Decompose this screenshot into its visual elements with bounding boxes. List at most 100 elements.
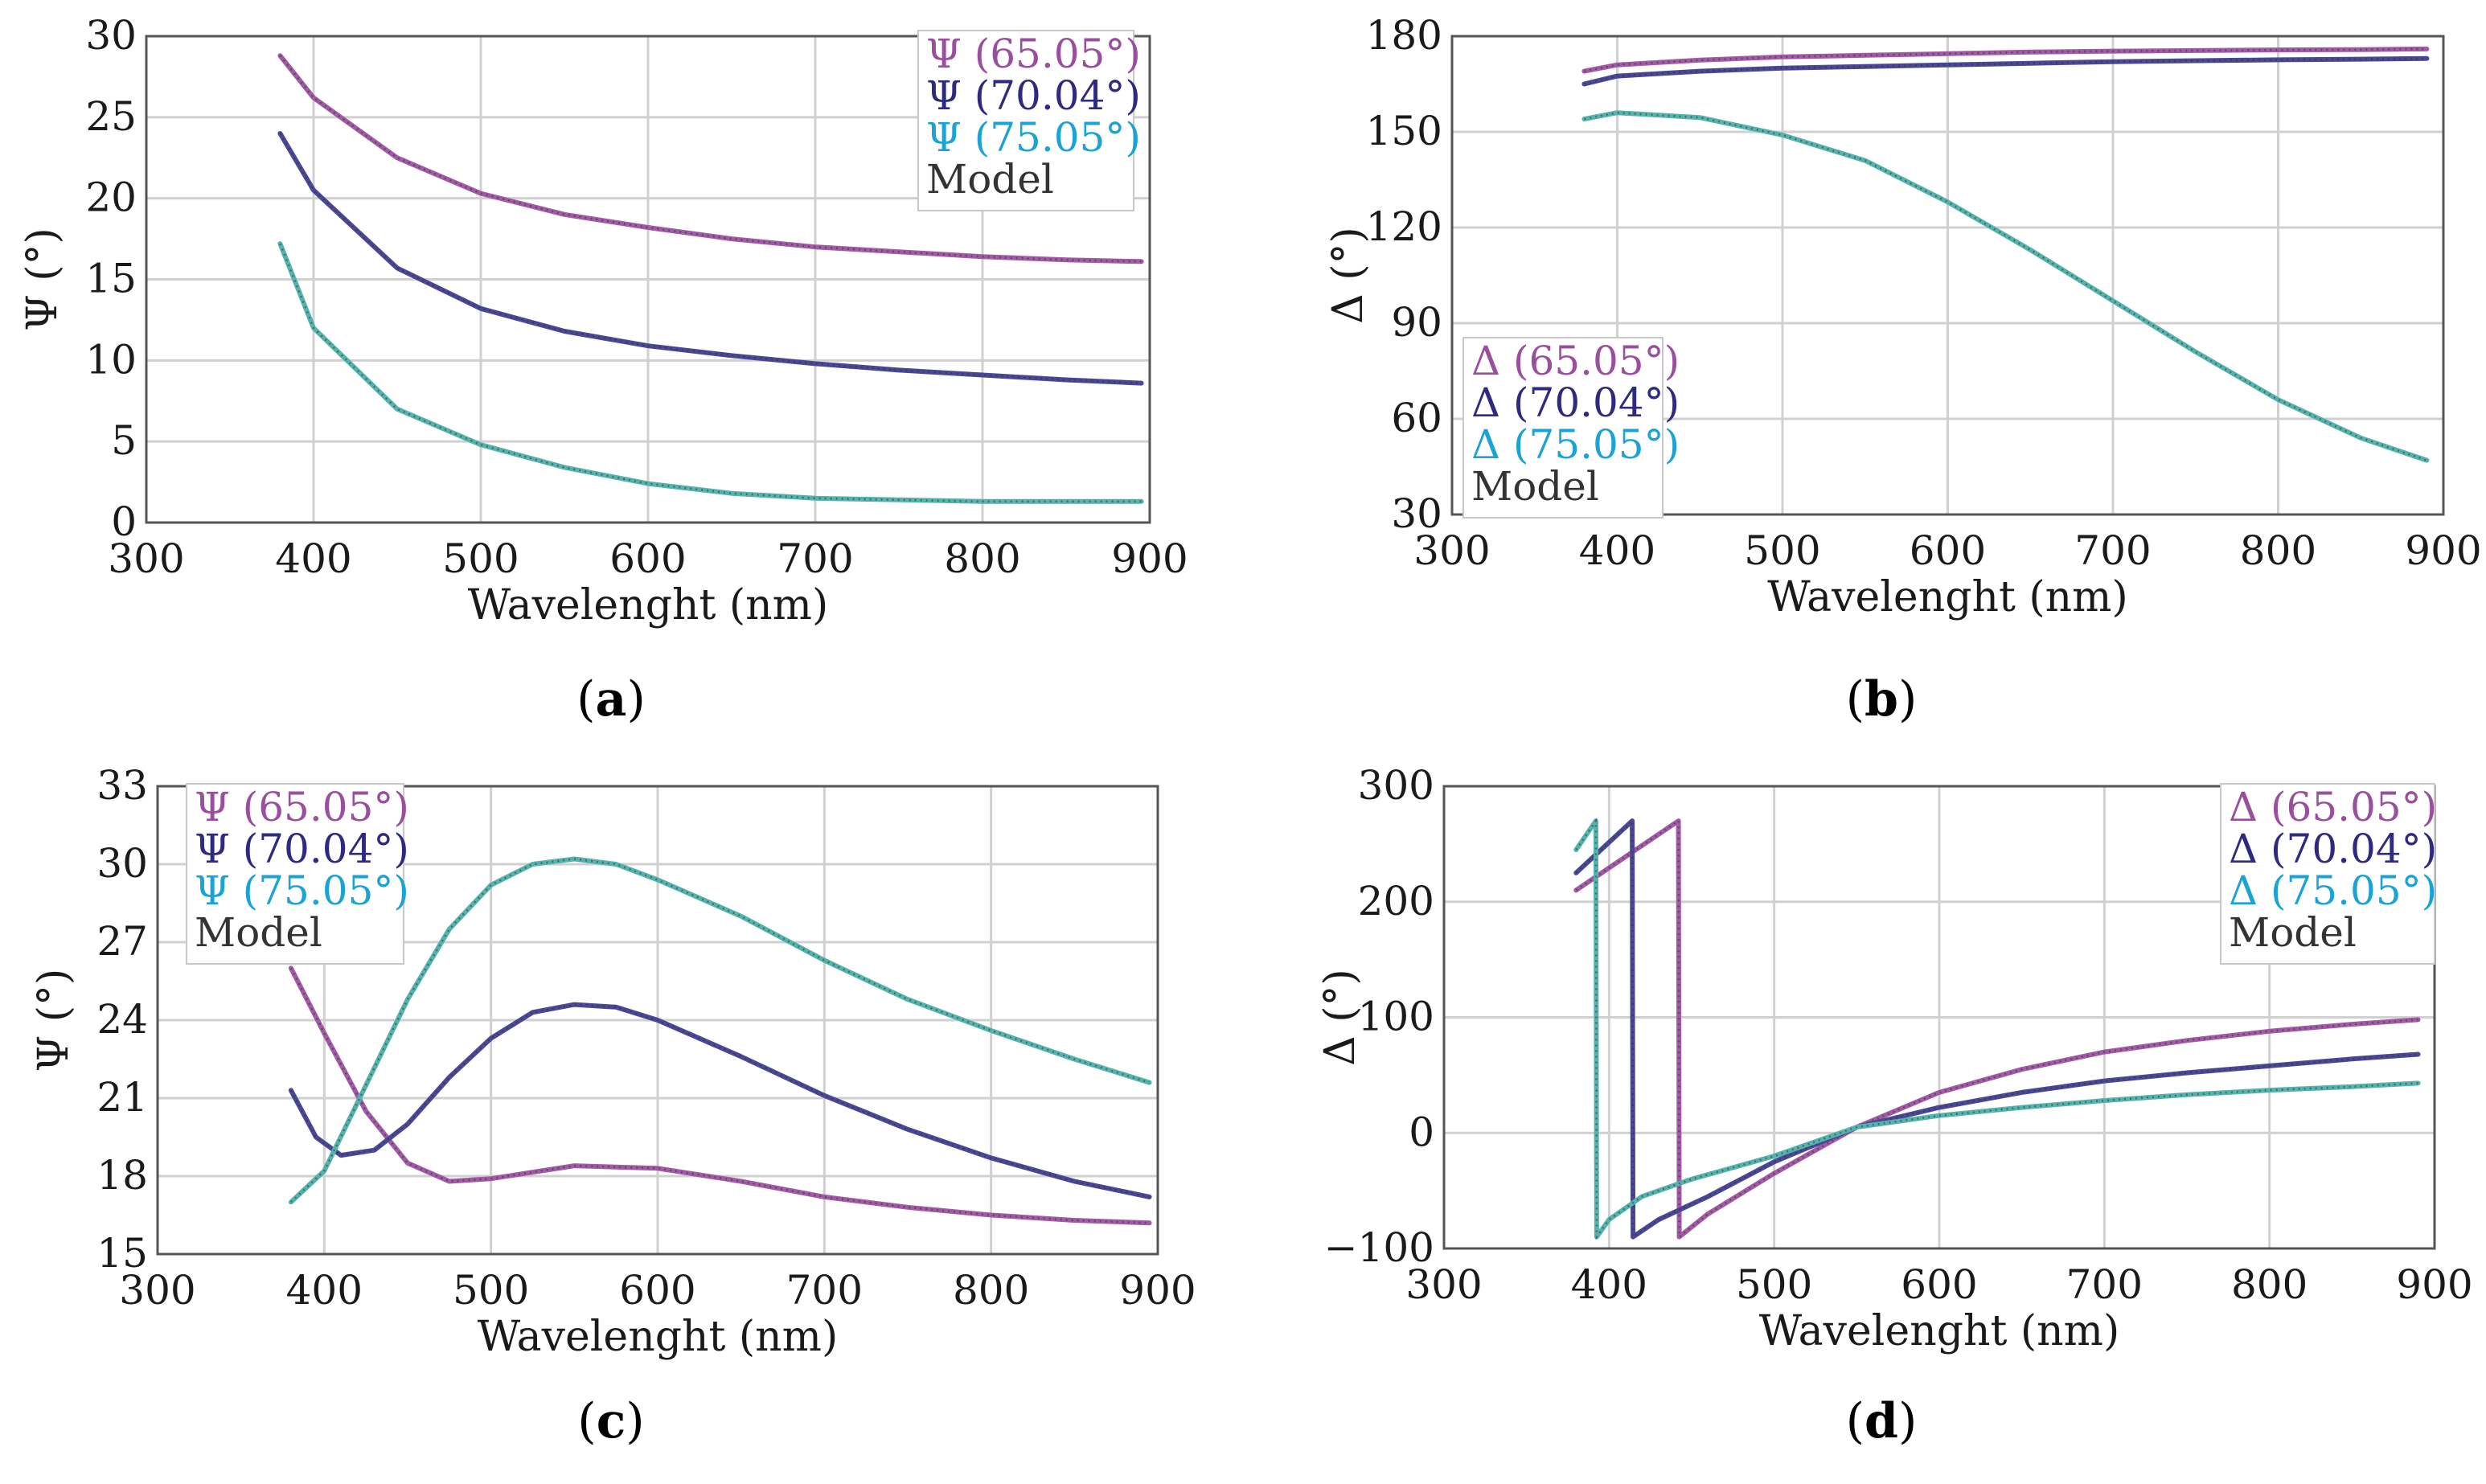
x-tick-label: 500 (442, 535, 519, 582)
legend-item: Δ (75.05°) (1471, 421, 1680, 468)
x-tick-label: 400 (1579, 527, 1655, 574)
legend-box (917, 30, 1134, 211)
x-tick-label: 500 (1736, 1261, 1812, 1308)
chart-panel-c: 300 400 500 600 700 800 900 15 18 21 24 27 30 33 Wavel… (30, 762, 1196, 1449)
y-tick-label: 0 (1409, 1109, 1434, 1155)
legend-item: Δ (70.04°) (1471, 379, 1680, 426)
legend-item: Model (926, 156, 1054, 203)
x-axis-label: Wavelenght (nm) (478, 1313, 839, 1361)
y-tick-label: 200 (1358, 878, 1434, 924)
y-tick-label: 0 (111, 498, 137, 545)
y-tick-label: −100 (1324, 1224, 1434, 1271)
x-tick-label: 600 (609, 535, 686, 582)
legend-item: Ψ (65.05°) (195, 784, 409, 830)
y-tick-label: 33 (96, 762, 148, 809)
x-axis-label: Wavelenght (nm) (1759, 1307, 2120, 1355)
x-tick-label: 700 (2066, 1261, 2143, 1308)
chart-panel-a: 300 400 500 600 700 800 900 0 5 10 15 20 25 30 Wavelen… (18, 12, 1188, 728)
x-tick-label: 400 (1571, 1261, 1647, 1308)
x-tick-label: 600 (619, 1267, 695, 1314)
y-axis-label: Ψ (°) (30, 969, 78, 1072)
y-tick-label: 27 (96, 918, 148, 965)
x-tick-label: 300 (1413, 527, 1490, 574)
model-line-2 (279, 133, 1142, 384)
x-tick-label: 800 (944, 535, 1020, 582)
panel-label: (c) (577, 1393, 644, 1449)
panel-label: (d) (1846, 1393, 1918, 1449)
model-line-3 (1584, 111, 2427, 461)
y-tick-label: 24 (96, 996, 148, 1043)
x-tick-label: 500 (1744, 527, 1820, 574)
legend-item: Ψ (75.05°) (926, 114, 1141, 161)
legend-item: Model (2229, 909, 2357, 956)
x-tick-label: 700 (786, 1267, 863, 1314)
x-tick-label: 500 (453, 1267, 529, 1314)
x-tick-label: 800 (2231, 1261, 2308, 1308)
panel-label: (a) (576, 671, 646, 728)
model-line-1 (1584, 47, 2427, 72)
model-line-1 (289, 967, 1150, 1224)
y-axis-label: Ψ (°) (18, 228, 67, 331)
y-tick-label: 30 (1391, 490, 1442, 537)
x-tick-label: 900 (1111, 535, 1188, 582)
y-tick-label: 5 (111, 417, 137, 464)
y-tick-label: 100 (1358, 994, 1434, 1040)
plot-frame (1442, 785, 2436, 1250)
y-tick-label: 15 (85, 256, 137, 302)
y-tick-label: 30 (96, 840, 148, 887)
x-axis-label: Wavelenght (nm) (1767, 573, 2128, 621)
x-tick-label: 400 (286, 1267, 363, 1314)
x-tick-label: 700 (777, 535, 853, 582)
y-tick-label: 25 (85, 93, 137, 140)
y-tick-label: 300 (1358, 762, 1434, 809)
x-tick-label: 300 (119, 1267, 195, 1314)
legend-item: Δ (75.05°) (2229, 867, 2437, 914)
legend-box (186, 783, 404, 965)
chart-panel-d: 300 400 500 600 700 800 900 −100 0 100 200 300 Wavel… (1316, 762, 2473, 1449)
y-tick-label: 60 (1391, 395, 1442, 441)
y-tick-label: 10 (85, 336, 137, 383)
y-tick-label: 90 (1391, 299, 1442, 346)
legend-box (1462, 337, 1663, 519)
x-tick-label: 900 (1119, 1267, 1196, 1314)
plot-frame (156, 785, 1159, 1256)
series-line-3 (277, 241, 1144, 504)
series-line-1 (1573, 818, 2421, 1240)
x-tick-label: 800 (953, 1267, 1029, 1314)
plot-frame (145, 35, 1151, 524)
y-tick-label: 20 (85, 174, 137, 221)
series-line-3 (288, 856, 1152, 1205)
y-tick-label: 15 (96, 1230, 148, 1277)
legend-item: Δ (65.05°) (1471, 338, 1680, 384)
legend-item: Ψ (65.05°) (926, 31, 1141, 77)
x-tick-label: 300 (1405, 1261, 1482, 1308)
x-tick-label: 800 (2240, 527, 2316, 574)
y-axis-label: Δ (°) (1324, 227, 1372, 324)
x-axis-label: Wavelenght (nm) (468, 581, 829, 629)
legend-item: Model (1471, 463, 1599, 510)
x-tick-label: 300 (108, 535, 184, 582)
legend-box (2220, 783, 2435, 965)
legend-item: Ψ (70.04°) (195, 826, 409, 872)
legend-item: Δ (70.04°) (2229, 826, 2437, 872)
series-line-2 (1573, 818, 2421, 1240)
y-tick-label: 150 (1366, 108, 1442, 154)
x-tick-label: 400 (275, 535, 351, 582)
plot-frame (1450, 35, 2445, 516)
x-tick-label: 700 (2074, 527, 2151, 574)
y-tick-label: 120 (1366, 203, 1442, 250)
x-tick-label: 600 (1910, 527, 1986, 574)
y-tick-label: 21 (96, 1074, 148, 1121)
y-tick-label: 180 (1366, 12, 1442, 59)
y-axis-label: Δ (°) (1316, 969, 1364, 1066)
panel-label: (b) (1846, 671, 1918, 728)
legend-item: Ψ (70.04°) (926, 72, 1141, 119)
x-tick-label: 600 (1901, 1261, 1977, 1308)
legend-item: Model (195, 909, 322, 956)
model-line-3 (1575, 818, 2418, 1240)
legend-item: Ψ (75.05°) (195, 867, 409, 914)
model-line-2 (1584, 57, 2427, 85)
x-tick-label: 900 (2405, 527, 2481, 574)
y-tick-label: 18 (96, 1152, 148, 1199)
